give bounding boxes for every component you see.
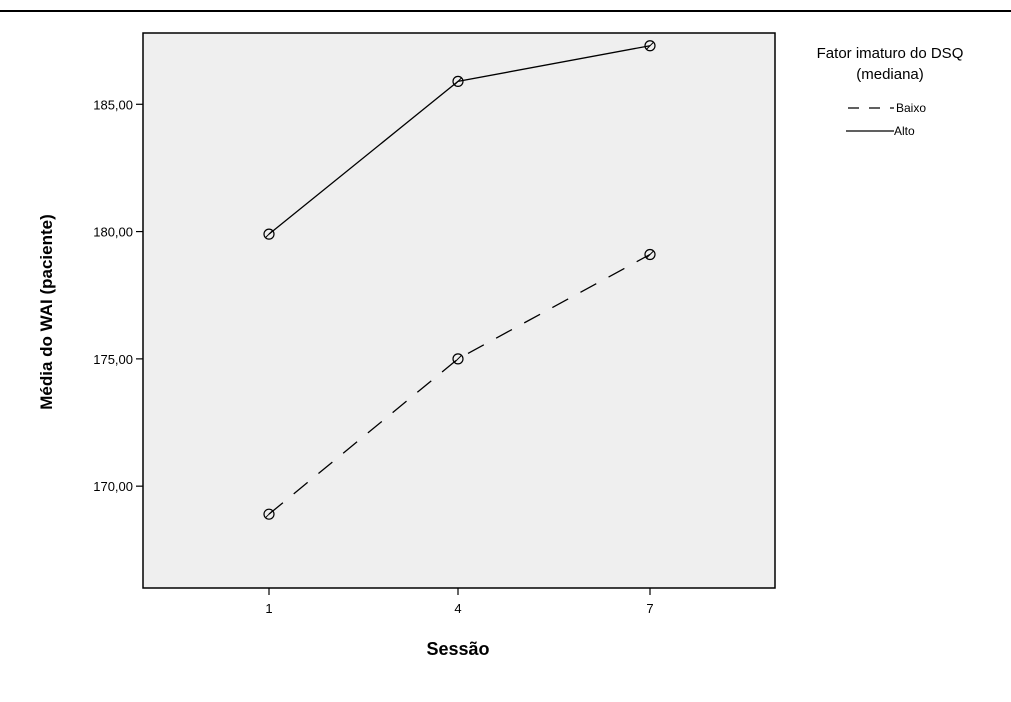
marker-baixo-0 [263,508,275,520]
y-axis: 170,00 175,00 180,00 185,00 [93,97,143,494]
y-tick-label-1: 175,00 [93,352,133,367]
y-tick-label-3: 185,00 [93,97,133,112]
marker-slash-alto-1 [454,77,462,86]
y-tick-label-2: 180,00 [93,225,133,240]
marker-slash-alto-0 [265,230,273,238]
x-axis-title: Sessão [426,639,489,659]
marker-slash-alto-2 [646,41,654,50]
legend-label-baixo: Baixo [896,101,926,115]
x-axis: 1 4 7 [265,588,654,616]
marker-alto-2 [644,40,656,52]
legend: Fator imaturo do DSQ (mediana) Baixo Alt… [817,45,964,138]
marker-baixo-1 [452,353,464,365]
y-tick-label-0: 170,00 [93,479,133,494]
plot-area [142,32,776,589]
marker-alto-0 [263,228,275,240]
x-tick-label-2: 7 [646,601,653,616]
marker-baixo-2 [644,248,656,261]
marker-alto-1 [452,75,464,87]
marker-slash-baixo-1 [454,355,462,363]
legend-label-alto: Alto [894,124,915,138]
series-layer [263,40,656,520]
series-line-baixo [268,253,651,515]
y-axis-title: Média do WAI (paciente) [37,214,56,410]
marker-slash-baixo-0 [265,510,273,519]
x-tick-label-0: 1 [265,601,272,616]
x-tick-label-1: 4 [454,601,461,616]
legend-subtitle: (mediana) [856,66,924,83]
marker-slash-baixo-2 [646,250,654,259]
legend-title: Fator imaturo do DSQ [817,45,964,62]
